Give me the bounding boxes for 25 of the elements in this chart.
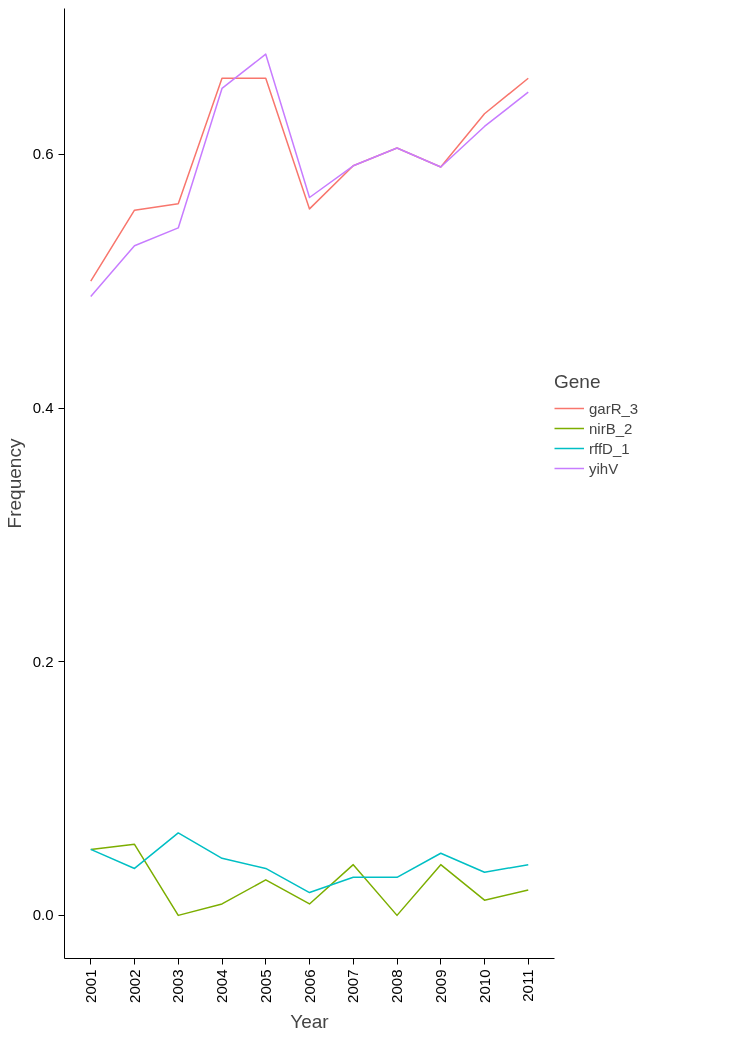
y-tick-label: 0.6 bbox=[32, 145, 54, 163]
y-tick-label: 0.0 bbox=[32, 906, 54, 924]
x-tick-label: 2001 bbox=[81, 969, 99, 1003]
legend-label: yihV bbox=[589, 459, 619, 477]
line-series bbox=[90, 832, 529, 894]
x-tick-label: 2004 bbox=[213, 969, 230, 1003]
x-tick-label: 2006 bbox=[300, 969, 318, 1003]
legend-label: rffD_1 bbox=[589, 439, 630, 457]
legend-title: Gene bbox=[554, 371, 602, 393]
x-tick-label: 2008 bbox=[388, 969, 405, 1003]
x-tick-label: 2002 bbox=[125, 969, 143, 1003]
y-axis-title: Frequency bbox=[3, 438, 25, 529]
legend-label: garR_3 bbox=[589, 399, 639, 417]
x-tick-label: 2003 bbox=[169, 969, 187, 1003]
y-tick-label: 0.4 bbox=[32, 399, 54, 417]
legend-label: nirB_2 bbox=[589, 419, 633, 437]
y-tick-label: 0.2 bbox=[32, 652, 54, 670]
line-series bbox=[90, 53, 529, 298]
x-tick-label: 2005 bbox=[256, 969, 274, 1003]
x-tick-label: 2007 bbox=[344, 969, 362, 1003]
x-tick-label: 2010 bbox=[475, 969, 493, 1003]
x-tick-label: 2009 bbox=[431, 969, 449, 1003]
x-axis-title: Year bbox=[290, 1010, 330, 1032]
x-tick-label: 2011 bbox=[519, 969, 537, 1002]
line-series bbox=[90, 843, 529, 917]
